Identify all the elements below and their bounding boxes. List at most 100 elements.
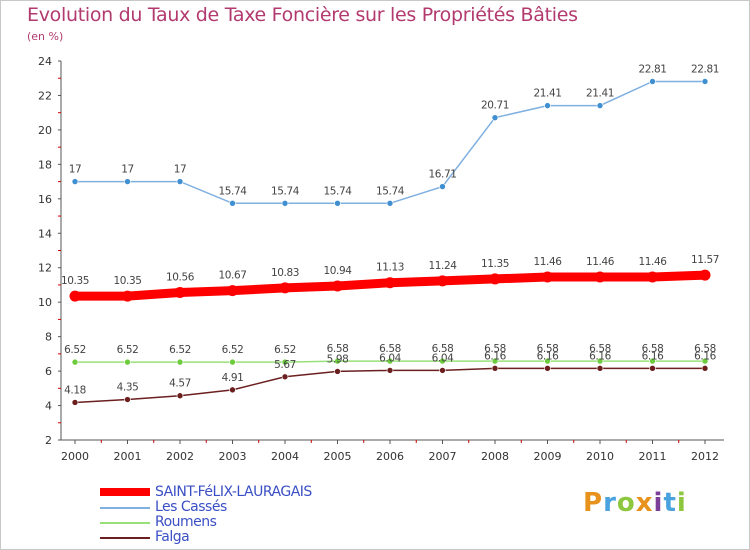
data-point bbox=[124, 358, 131, 366]
data-point bbox=[229, 199, 236, 207]
chart-unit-label: (en %) bbox=[27, 30, 64, 43]
data-point bbox=[437, 275, 448, 287]
x-tick-label: 2010 bbox=[586, 450, 614, 463]
data-point bbox=[649, 365, 656, 372]
data-point bbox=[596, 365, 604, 372]
data-point bbox=[544, 357, 551, 365]
data-label: 11.57 bbox=[691, 254, 719, 266]
data-label: 10.94 bbox=[323, 265, 352, 277]
y-tick-label: 6 bbox=[45, 365, 52, 378]
data-label: 10.56 bbox=[166, 272, 195, 284]
data-label: 4.91 bbox=[222, 372, 244, 384]
data-point bbox=[491, 365, 499, 372]
data-point bbox=[491, 114, 499, 121]
x-tick-label: 2007 bbox=[429, 450, 457, 463]
data-point bbox=[439, 367, 446, 374]
data-point bbox=[491, 357, 499, 365]
data-label: 4.57 bbox=[169, 378, 191, 390]
legend-label: Falga bbox=[155, 529, 190, 545]
data-point bbox=[281, 373, 289, 381]
logo-letter: i bbox=[653, 488, 664, 518]
y-tick-label: 22 bbox=[38, 89, 52, 102]
data-label: 11.13 bbox=[376, 262, 404, 274]
y-tick-label: 18 bbox=[38, 158, 52, 171]
data-point bbox=[279, 282, 291, 294]
data-label: 17 bbox=[121, 164, 134, 176]
data-label: 6.52 bbox=[222, 344, 244, 356]
data-label: 10.35 bbox=[61, 275, 89, 287]
proxiti-logo: Proxiti bbox=[583, 488, 687, 518]
x-tick-label: 2003 bbox=[219, 450, 247, 463]
y-tick-label: 12 bbox=[38, 262, 52, 275]
chart-title: Evolution du Taux de Taxe Foncière sur l… bbox=[27, 4, 578, 26]
y-tick-label: 4 bbox=[45, 400, 52, 413]
data-label: 6.58 bbox=[484, 343, 506, 355]
data-point bbox=[596, 357, 604, 365]
data-point bbox=[71, 399, 79, 406]
data-point bbox=[124, 396, 131, 403]
logo-letter: i bbox=[676, 488, 687, 518]
data-point bbox=[699, 269, 711, 281]
data-label: 22.81 bbox=[638, 64, 666, 76]
data-label: 10.83 bbox=[271, 267, 299, 279]
data-point bbox=[544, 365, 551, 372]
data-label: 10.35 bbox=[113, 275, 141, 287]
x-tick-label: 2006 bbox=[376, 450, 404, 463]
data-point bbox=[386, 357, 394, 365]
data-label: 6.52 bbox=[274, 344, 296, 356]
data-label: 6.58 bbox=[379, 343, 401, 355]
data-label: 15.74 bbox=[218, 185, 247, 197]
legend-swatch bbox=[100, 537, 150, 539]
data-point bbox=[489, 273, 501, 285]
x-tick-label: 2012 bbox=[691, 450, 719, 463]
data-point bbox=[281, 199, 289, 207]
x-tick-label: 2000 bbox=[61, 450, 89, 463]
data-label: 6.16 bbox=[484, 350, 506, 362]
data-point bbox=[281, 358, 289, 366]
data-point bbox=[701, 78, 709, 85]
x-tick-label: 2002 bbox=[166, 450, 194, 463]
y-tick-label: 24 bbox=[38, 55, 52, 68]
data-point bbox=[386, 367, 394, 374]
data-label: 6.52 bbox=[64, 344, 86, 356]
data-label: 6.58 bbox=[537, 343, 559, 355]
data-label: 6.58 bbox=[589, 343, 611, 355]
y-tick-label: 14 bbox=[38, 227, 52, 240]
data-point bbox=[71, 358, 79, 366]
data-label: 21.41 bbox=[586, 88, 614, 100]
data-label: 6.04 bbox=[432, 352, 454, 364]
data-point bbox=[124, 178, 131, 185]
data-label: 6.04 bbox=[379, 352, 401, 364]
data-label: 20.71 bbox=[481, 100, 509, 112]
legend-label: Les Cassés bbox=[155, 499, 227, 515]
legend-swatch bbox=[100, 488, 150, 496]
data-label: 6.52 bbox=[117, 344, 139, 356]
legend-swatch bbox=[100, 507, 150, 509]
logo-letter: P bbox=[583, 488, 604, 518]
data-label: 10.67 bbox=[218, 270, 246, 282]
data-point bbox=[174, 287, 186, 299]
data-label: 6.58 bbox=[694, 343, 716, 355]
y-tick-label: 10 bbox=[38, 296, 52, 309]
data-label: 21.41 bbox=[533, 88, 561, 100]
data-label: 4.18 bbox=[64, 384, 86, 396]
data-label: 11.24 bbox=[428, 260, 457, 272]
data-point bbox=[386, 199, 394, 207]
data-point bbox=[332, 280, 343, 292]
data-point bbox=[334, 368, 341, 375]
logo-letter: o bbox=[616, 488, 636, 518]
data-label: 6.16 bbox=[694, 350, 716, 362]
y-tick-label: 2 bbox=[45, 434, 52, 447]
x-tick-label: 2009 bbox=[534, 450, 562, 463]
data-point bbox=[334, 199, 341, 207]
data-label: 5.98 bbox=[327, 353, 349, 365]
data-label: 6.58 bbox=[432, 343, 454, 355]
legend-label: SAINT-FéLIX-LAURAGAIS bbox=[155, 484, 312, 500]
y-tick-label: 20 bbox=[38, 124, 52, 137]
data-label: 6.52 bbox=[169, 344, 191, 356]
data-label: 11.46 bbox=[586, 256, 615, 268]
data-point bbox=[439, 357, 446, 365]
data-point bbox=[649, 357, 656, 365]
data-label: 6.16 bbox=[642, 350, 664, 362]
